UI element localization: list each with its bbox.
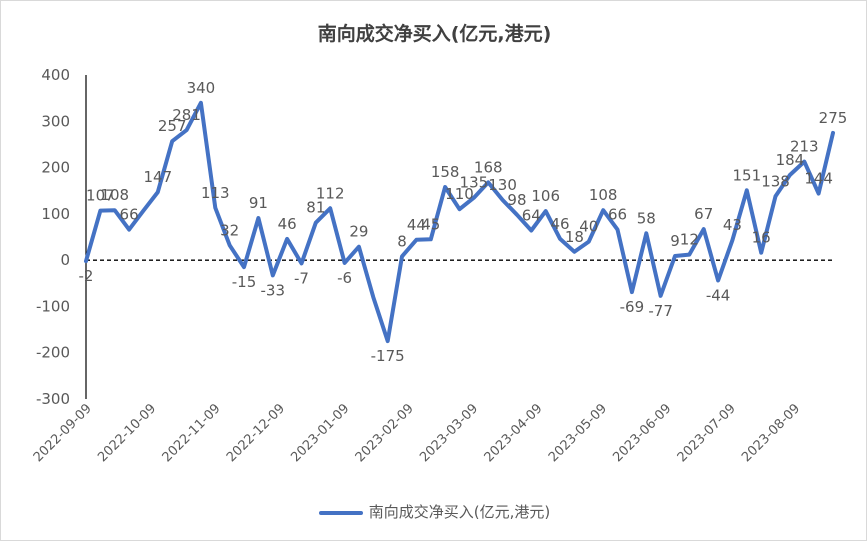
data-label: 44 <box>407 216 426 234</box>
data-label: 29 <box>349 223 368 241</box>
data-label: 46 <box>551 215 570 233</box>
data-label: -69 <box>620 298 645 316</box>
x-tick-label: 2022-09-09 <box>31 401 95 465</box>
data-label: 138 <box>761 172 790 190</box>
x-tick-label: 2023-04-09 <box>482 401 546 465</box>
data-label: 12 <box>680 231 699 249</box>
data-label: 108 <box>100 186 129 204</box>
data-label: 151 <box>732 166 761 184</box>
y-tick-label: 300 <box>41 112 70 130</box>
data-label: -175 <box>371 347 405 365</box>
y-tick-label: -100 <box>36 297 70 315</box>
x-tick-label: 2023-05-09 <box>546 401 610 465</box>
x-tick-label: 2022-10-09 <box>95 401 159 465</box>
data-label: 147 <box>144 168 173 186</box>
data-label: 281 <box>172 106 201 124</box>
x-tick-label: 2023-01-09 <box>288 401 352 465</box>
data-label: 45 <box>421 215 440 233</box>
data-label: 113 <box>201 184 230 202</box>
data-label: -7 <box>294 269 309 287</box>
data-label: 43 <box>723 216 742 234</box>
data-label: 40 <box>579 218 598 236</box>
y-tick-label: 100 <box>41 205 70 223</box>
data-label: 144 <box>804 169 833 187</box>
x-tick-label: 2023-07-09 <box>675 401 739 465</box>
data-label: 67 <box>694 205 713 223</box>
data-label: 112 <box>316 184 345 202</box>
y-tick-label: 400 <box>41 66 70 84</box>
data-label: 130 <box>488 176 517 194</box>
series-line <box>84 100 835 344</box>
data-label: 168 <box>474 158 503 176</box>
data-label: 66 <box>120 206 139 224</box>
data-label: 213 <box>790 138 819 156</box>
data-label: 8 <box>397 232 407 250</box>
x-tick-label: 2023-02-09 <box>353 401 417 465</box>
legend: 南向成交净买入(亿元,港元) <box>1 501 867 522</box>
legend-label: 南向成交净买入(亿元,港元) <box>368 503 551 521</box>
x-tick-label: 2023-03-09 <box>417 401 481 465</box>
data-label: 106 <box>531 187 560 205</box>
data-label: -77 <box>648 302 673 320</box>
data-label: 81 <box>306 199 325 217</box>
data-label: 64 <box>522 207 541 225</box>
data-label: 91 <box>249 194 268 212</box>
legend-swatch <box>318 510 363 515</box>
x-tick-label: 2023-08-09 <box>739 401 803 465</box>
data-label: 46 <box>278 215 297 233</box>
data-label: 184 <box>776 151 805 169</box>
data-label: 110 <box>445 185 474 203</box>
data-label: -33 <box>261 281 286 299</box>
data-label: 158 <box>431 163 460 181</box>
data-label: 58 <box>637 209 656 227</box>
data-label: 257 <box>158 117 187 135</box>
data-label: -15 <box>232 273 257 291</box>
data-label: 98 <box>507 191 526 209</box>
y-tick-label: 200 <box>41 159 70 177</box>
data-label: 275 <box>819 109 848 127</box>
data-label: 18 <box>565 228 584 246</box>
data-label: 32 <box>220 221 239 239</box>
x-tick-label: 2023-06-09 <box>610 401 674 465</box>
data-label: -6 <box>337 269 352 287</box>
chart-title: 南向成交净买入(亿元,港元) <box>317 23 552 45</box>
data-label: 16 <box>752 229 771 247</box>
x-tick-label: 2022-11-09 <box>160 401 224 465</box>
data-label: 9 <box>670 232 680 250</box>
data-label: 340 <box>187 79 216 97</box>
data-label: 135 <box>460 174 489 192</box>
x-tick-label: 2022-12-09 <box>224 401 288 465</box>
y-tick-label: -200 <box>36 344 70 362</box>
data-label: 108 <box>589 186 618 204</box>
data-label: -2 <box>79 267 94 285</box>
data-label: -44 <box>706 287 731 305</box>
y-tick-label: -300 <box>36 390 70 408</box>
y-tick-label: 0 <box>60 251 70 269</box>
data-label: 107 <box>86 187 115 205</box>
data-label: 66 <box>608 206 627 224</box>
